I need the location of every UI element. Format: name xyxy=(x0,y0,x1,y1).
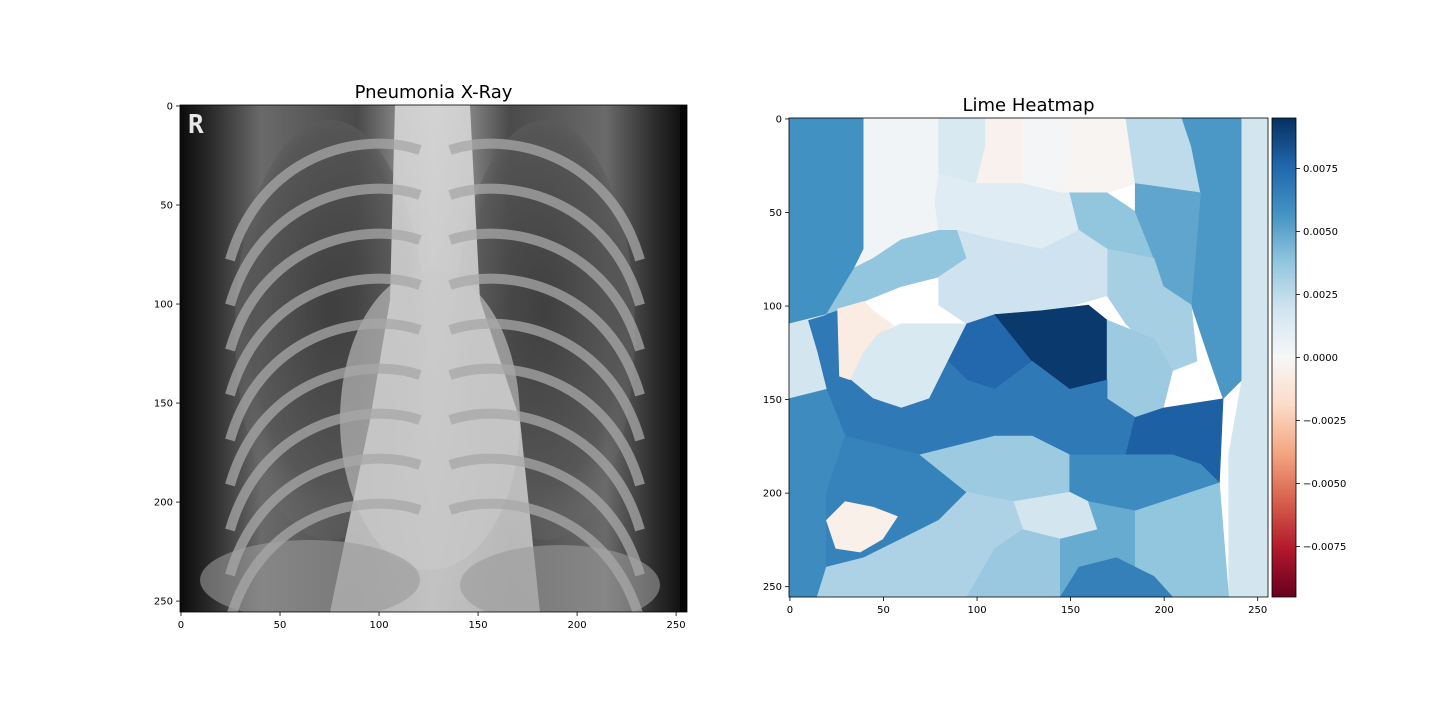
lime-ytick-label: 0 xyxy=(776,114,782,125)
lime-region xyxy=(826,501,898,553)
rib xyxy=(225,138,422,262)
xray-ytick-label: 50 xyxy=(160,201,173,212)
rib xyxy=(448,408,645,532)
rib xyxy=(448,453,645,577)
rib xyxy=(448,138,645,262)
colorbar-tick-label: −0.0075 xyxy=(1303,542,1346,553)
rib xyxy=(225,318,422,442)
lime-title: Lime Heatmap xyxy=(962,95,1095,116)
lime-xtick-label: 50 xyxy=(877,605,890,616)
rib xyxy=(225,453,422,577)
xray-xtick-label: 0 xyxy=(178,620,184,631)
lime-heatmap xyxy=(789,118,1268,597)
lime-ytick-label: 250 xyxy=(763,582,782,593)
lime-region xyxy=(1228,118,1268,597)
rib xyxy=(225,183,422,307)
xray-ytick-label: 0 xyxy=(167,101,173,112)
xray-title: Pneumonia X-Ray xyxy=(354,82,513,103)
xray-ytick-label: 100 xyxy=(154,300,173,311)
xray-marker-letter: R xyxy=(188,110,204,140)
lime-xtick-label: 250 xyxy=(1248,605,1267,616)
rib xyxy=(225,273,422,397)
xray-axes-frame xyxy=(179,104,688,613)
colorbar-tick-label: 0.0025 xyxy=(1303,290,1338,301)
rib xyxy=(227,498,422,612)
lime-region xyxy=(1059,557,1174,597)
rib xyxy=(448,363,645,487)
rib xyxy=(448,318,645,442)
lime-xtick-label: 200 xyxy=(1155,605,1174,616)
xray-image: R xyxy=(180,105,687,612)
lime-ytick-label: 100 xyxy=(763,302,782,313)
colorbar xyxy=(1271,117,1297,598)
colorbar-tick-label: 0.0075 xyxy=(1303,164,1338,175)
xray-xtick-label: 100 xyxy=(369,620,388,631)
lime-xtick-label: 150 xyxy=(1061,605,1080,616)
xray-xtick-label: 250 xyxy=(667,620,686,631)
xray-ytick-label: 150 xyxy=(154,399,173,410)
lime-xtick-label: 100 xyxy=(967,605,986,616)
xray-xtick-label: 50 xyxy=(274,620,287,631)
xray-ytick-label: 200 xyxy=(154,498,173,509)
rib xyxy=(448,498,643,612)
rib xyxy=(225,363,422,487)
rib xyxy=(225,408,422,532)
colorbar-tick-label: −0.0025 xyxy=(1303,416,1346,427)
lime-ytick-label: 50 xyxy=(769,208,782,219)
lime-region xyxy=(1022,118,1070,194)
rib xyxy=(448,273,645,397)
lime-region xyxy=(1059,118,1136,194)
lime-xtick-label: 0 xyxy=(787,605,793,616)
xray-xtick-label: 150 xyxy=(469,620,488,631)
lime-ytick-label: 150 xyxy=(763,395,782,406)
xray-xtick-label: 200 xyxy=(568,620,587,631)
lime-region xyxy=(966,529,1061,597)
colorbar-tick-label: 0.0050 xyxy=(1303,227,1338,238)
xray-ytick-label: 250 xyxy=(154,597,173,608)
lime-region xyxy=(938,229,1108,325)
rib xyxy=(448,228,645,352)
lime-axes-frame xyxy=(788,117,1269,598)
rib xyxy=(448,183,645,307)
lime-region xyxy=(789,314,827,400)
rib xyxy=(225,228,422,352)
lime-ytick-label: 200 xyxy=(763,489,782,500)
colorbar-tick-label: −0.0050 xyxy=(1303,479,1346,490)
colorbar-tick-label: 0.0000 xyxy=(1303,353,1338,364)
